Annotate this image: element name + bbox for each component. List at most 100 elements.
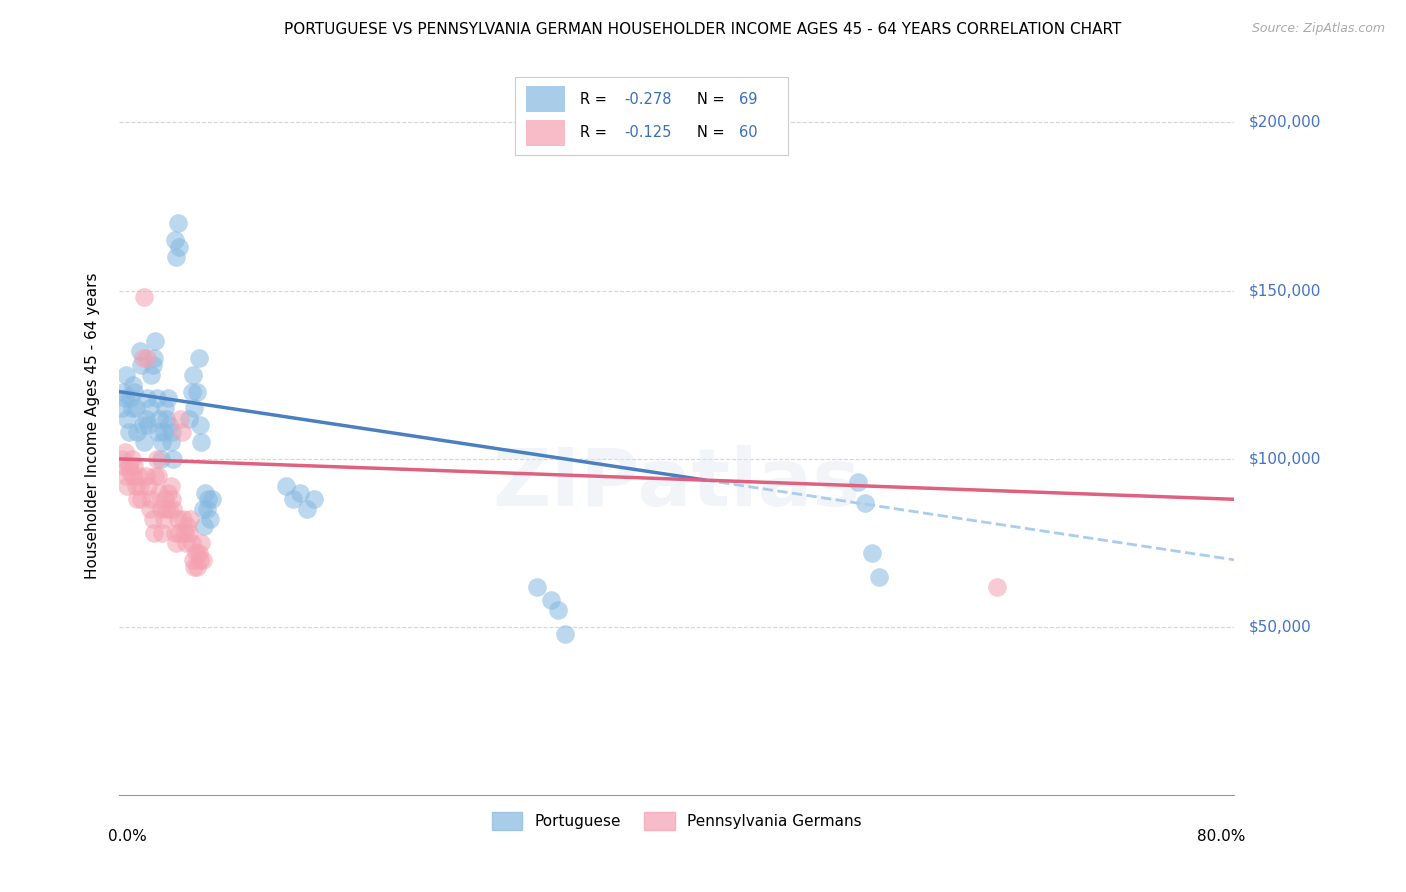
Point <box>145 451 167 466</box>
Point <box>156 392 179 406</box>
Point <box>149 451 172 466</box>
Point <box>121 451 143 466</box>
Point <box>163 525 186 540</box>
Point <box>111 451 134 466</box>
Point <box>180 536 202 550</box>
Text: $100,000: $100,000 <box>1249 451 1320 467</box>
Point <box>165 250 187 264</box>
Point <box>127 425 149 439</box>
Point <box>197 492 219 507</box>
Point <box>149 502 172 516</box>
Text: $200,000: $200,000 <box>1249 115 1320 130</box>
Point <box>868 570 890 584</box>
Point <box>184 546 207 560</box>
Point <box>187 351 209 365</box>
Point <box>134 435 156 450</box>
Point <box>129 479 152 493</box>
Point <box>853 496 876 510</box>
Point <box>145 392 167 406</box>
Point <box>121 401 143 416</box>
Point <box>139 492 162 507</box>
Point <box>177 525 200 540</box>
Point <box>188 418 211 433</box>
Point <box>157 418 180 433</box>
Text: PORTUGUESE VS PENNSYLVANIA GERMAN HOUSEHOLDER INCOME AGES 45 - 64 YEARS CORRELAT: PORTUGUESE VS PENNSYLVANIA GERMAN HOUSEH… <box>284 22 1122 37</box>
Point <box>172 512 194 526</box>
Legend: Portuguese, Pennsylvania Germans: Portuguese, Pennsylvania Germans <box>486 806 868 836</box>
Point <box>194 485 217 500</box>
Text: $50,000: $50,000 <box>1249 620 1310 635</box>
FancyBboxPatch shape <box>515 78 789 155</box>
Point <box>118 458 141 473</box>
Point <box>125 479 148 493</box>
Text: -0.278: -0.278 <box>624 92 672 107</box>
Point <box>155 502 177 516</box>
Point <box>283 492 305 507</box>
Point <box>170 425 193 439</box>
Point <box>150 525 173 540</box>
Point <box>166 216 188 230</box>
Point <box>143 468 166 483</box>
Text: N =: N = <box>697 126 730 140</box>
Text: Source: ZipAtlas.com: Source: ZipAtlas.com <box>1251 22 1385 36</box>
Point <box>297 502 319 516</box>
Point <box>174 536 197 550</box>
Text: $150,000: $150,000 <box>1249 283 1320 298</box>
Point <box>169 411 191 425</box>
Point <box>117 479 139 493</box>
Point <box>198 512 221 526</box>
Point <box>136 479 159 493</box>
Point <box>112 384 135 399</box>
FancyBboxPatch shape <box>526 87 565 112</box>
Point <box>186 384 208 399</box>
Point <box>860 546 883 560</box>
Point <box>135 468 157 483</box>
Point <box>148 485 170 500</box>
Point <box>193 519 215 533</box>
Text: 69: 69 <box>740 92 758 107</box>
Point <box>111 401 134 416</box>
Point <box>526 580 548 594</box>
Point <box>162 502 184 516</box>
Point <box>152 512 174 526</box>
Point <box>141 512 163 526</box>
Point <box>191 502 214 516</box>
Point <box>167 525 190 540</box>
Point <box>114 392 136 406</box>
Text: 60: 60 <box>740 126 758 140</box>
Point <box>177 411 200 425</box>
Point <box>114 445 136 459</box>
Point <box>547 603 569 617</box>
Point <box>157 502 180 516</box>
Point <box>136 392 159 406</box>
Point <box>131 492 153 507</box>
Text: ZIPatlas: ZIPatlas <box>492 445 860 524</box>
Point <box>136 351 159 365</box>
Point <box>124 458 146 473</box>
Point <box>160 425 183 439</box>
Point <box>120 466 142 480</box>
Point <box>540 593 562 607</box>
Point <box>136 418 159 433</box>
Point <box>135 411 157 425</box>
Text: R =: R = <box>579 92 612 107</box>
Point <box>132 351 155 365</box>
Point <box>118 425 141 439</box>
Point <box>176 519 198 533</box>
Point <box>183 559 205 574</box>
Point <box>188 553 211 567</box>
Point <box>146 468 169 483</box>
Point <box>166 512 188 526</box>
Point <box>195 502 218 516</box>
Text: -0.125: -0.125 <box>624 126 672 140</box>
Point <box>181 368 204 382</box>
Point <box>142 525 165 540</box>
Text: 0.0%: 0.0% <box>108 829 146 844</box>
Point <box>183 401 205 416</box>
Point <box>181 553 204 567</box>
Point <box>131 358 153 372</box>
Point <box>143 334 166 348</box>
Point <box>190 435 212 450</box>
Point <box>115 468 138 483</box>
Point <box>201 492 224 507</box>
